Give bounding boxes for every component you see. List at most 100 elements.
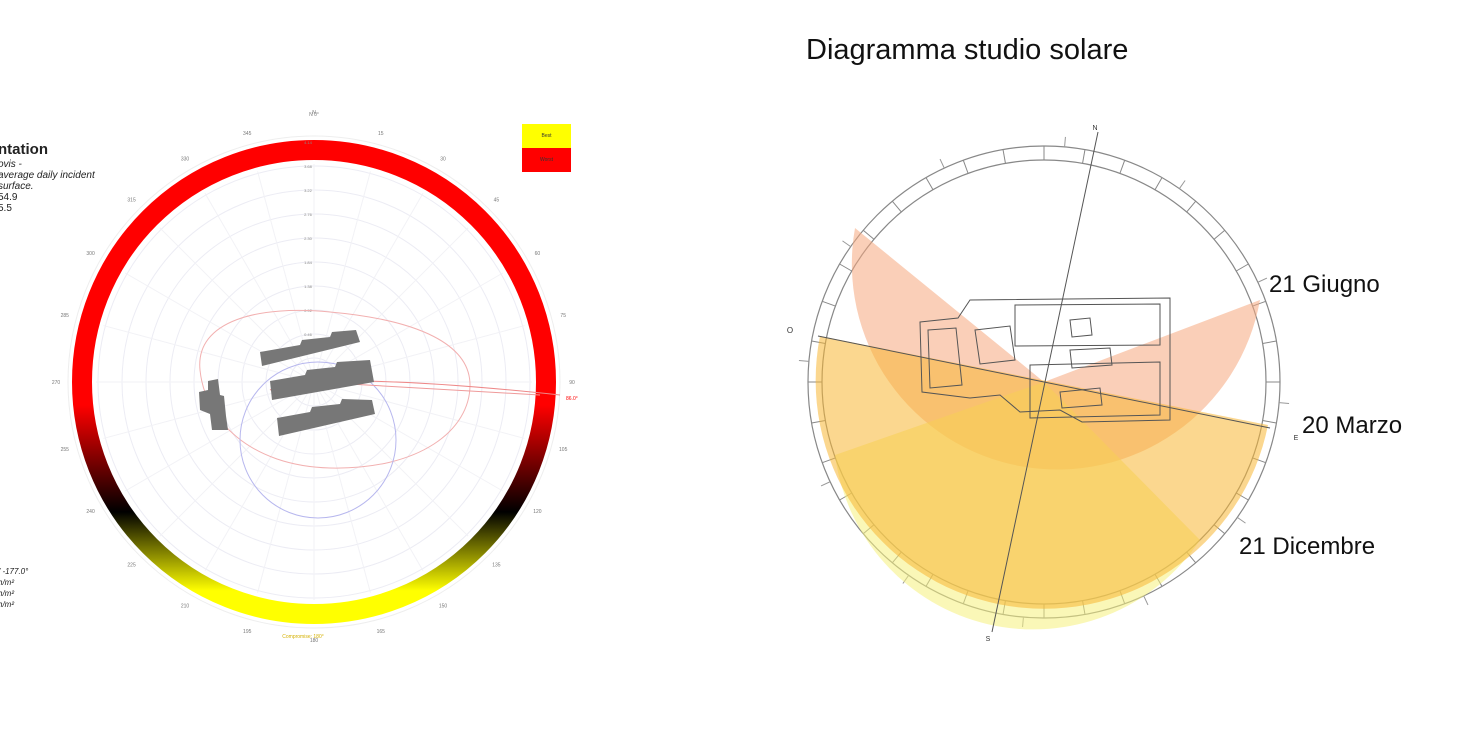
- compass-major-tick: [939, 158, 945, 169]
- plan-outline: [919, 297, 1171, 423]
- compass-tick: [891, 200, 902, 213]
- compass-tick: [1119, 160, 1126, 174]
- compass-label: N: [312, 110, 316, 116]
- legend-line: surface.: [0, 181, 34, 192]
- radial-label: 2.76: [304, 212, 313, 217]
- compass-label: 285: [61, 313, 70, 319]
- grid-spoke: [313, 192, 424, 383]
- compass-label: 300: [86, 251, 95, 257]
- compass-label: 90: [569, 380, 575, 386]
- compass-tick: [839, 263, 852, 272]
- compass-label: 240: [86, 509, 95, 515]
- grid-spoke: [313, 381, 525, 439]
- compass-tick: [1186, 200, 1197, 213]
- diagram-title: Diagramma studio solare: [806, 34, 1129, 66]
- building-south: [277, 399, 375, 436]
- direction-marker: 86.0°: [566, 396, 578, 402]
- legend-bottom-block: / -177.0° h/m² h/m² h/m²: [0, 566, 28, 610]
- legend-line: 5.5: [0, 203, 12, 214]
- plan-room: [974, 325, 1016, 365]
- radial-label: 3.22: [304, 188, 313, 193]
- compass-major-tick: [842, 240, 851, 248]
- south-label: S: [986, 636, 991, 643]
- compass-tick: [1213, 229, 1226, 240]
- outer-guide-ring: [67, 135, 561, 629]
- grid-spoke: [124, 272, 315, 383]
- radial-label: 3.68: [304, 164, 313, 169]
- compass-tick-labels: N 15 30 45 60 75 90 105 120 135 150 165 180 195 210 225…: [52, 110, 575, 644]
- plan-room: [927, 327, 963, 389]
- compass-label: 225: [127, 562, 136, 568]
- compass-major-tick: [798, 360, 809, 362]
- compass-label: 315: [127, 198, 136, 204]
- compass-tick: [1082, 149, 1086, 164]
- key-best-swatch: Best: [522, 124, 571, 148]
- west-label: O: [787, 326, 793, 335]
- legend-block: ntation ovis - average daily incident su…: [0, 141, 95, 214]
- compass-label: 30: [440, 157, 446, 163]
- legend-line: ovis -: [0, 159, 22, 170]
- building-footprints: [199, 330, 375, 436]
- compass-label: 195: [243, 629, 252, 635]
- compass-label: 120: [533, 509, 542, 515]
- radial-label: 4.14: [304, 140, 313, 145]
- key-worst-swatch: Worst: [522, 148, 571, 172]
- orientation-panel: N 15 30 45 60 75 90 105 120 135 150 165 180 195 210 225…: [0, 0, 730, 732]
- compass-label: 150: [439, 603, 448, 609]
- plan-room: [1069, 347, 1113, 369]
- compass-major-tick: [1178, 180, 1186, 189]
- compass-label: 345: [243, 131, 252, 137]
- compass-label: 105: [559, 447, 568, 453]
- east-label: E: [1294, 435, 1299, 442]
- radial-label: 1.38: [304, 284, 313, 289]
- north-label: N: [1092, 125, 1097, 132]
- compass-tick: [1262, 340, 1277, 344]
- compass-tick: [1154, 177, 1163, 190]
- compass-label: 180: [310, 638, 319, 644]
- label-20-marzo: 20 Marzo: [1302, 412, 1402, 439]
- compass-major-tick: [1257, 277, 1268, 283]
- legend-title: ntation: [0, 141, 48, 158]
- radiation-curve-blue: [239, 361, 397, 519]
- legend-bottom-line: / -177.0°: [0, 567, 29, 576]
- compass-major-tick: [820, 481, 831, 487]
- compass-label: 270: [52, 380, 61, 386]
- grid-spoke: [313, 227, 469, 383]
- legend-line: 54.9: [0, 192, 18, 203]
- heading-marker: N 0°: [309, 112, 319, 118]
- plan-room: [1029, 361, 1161, 419]
- compass-label: 210: [181, 603, 190, 609]
- plan-room: [1014, 303, 1161, 347]
- orientation-score-ring: [72, 140, 556, 624]
- compass-label: 15: [378, 131, 384, 137]
- grid-spoke: [204, 381, 315, 572]
- building-west: [199, 379, 228, 430]
- legend-bottom-line: h/m²: [0, 600, 14, 609]
- compass-major-tick: [1279, 402, 1290, 404]
- bottom-marker: Compromise: 180°: [282, 634, 323, 640]
- orientation-wheel: N 15 30 45 60 75 90 105 120 135 150 165 180 195 210 225…: [52, 110, 578, 644]
- compass-major-tick: [1064, 136, 1066, 147]
- label-21-dicembre: 21 Dicembre: [1239, 533, 1375, 560]
- compass-label: 255: [61, 447, 70, 453]
- compass-label: 165: [377, 629, 386, 635]
- sun-path-diagram: N S E O 21 Giugno 20 Marzo 21 Dicembre: [787, 125, 1402, 643]
- compass-label: 45: [494, 198, 500, 204]
- radial-label: 0.46: [304, 332, 313, 337]
- building-north: [260, 330, 360, 366]
- plan-room: [1059, 387, 1103, 409]
- radiation-curve-pink: [199, 309, 471, 469]
- building-middle: [270, 360, 374, 400]
- building-plan: [919, 297, 1171, 423]
- compass-label: 75: [560, 313, 566, 319]
- legend-line: average daily incident: [0, 170, 95, 181]
- compass-label: 60: [535, 251, 541, 257]
- compass-tick: [862, 229, 875, 240]
- radial-label: 1.84: [304, 260, 313, 265]
- compass-tick: [962, 160, 969, 174]
- legend-bottom-line: h/m²: [0, 578, 14, 587]
- compass-tick: [822, 300, 836, 307]
- compass-label: 135: [492, 562, 501, 568]
- compass-major-tick: [1143, 595, 1149, 606]
- compass-tick: [1262, 420, 1277, 424]
